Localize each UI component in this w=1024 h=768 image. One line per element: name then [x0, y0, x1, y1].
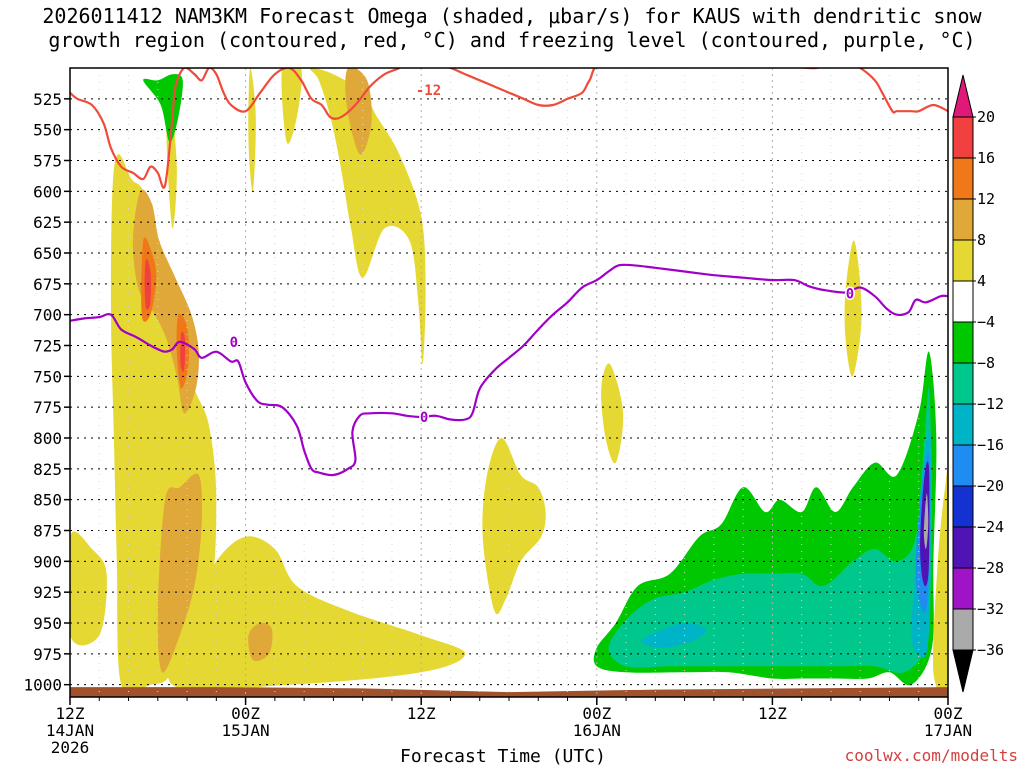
- x-tick-date: 17JAN: [924, 721, 972, 740]
- colorbar-label: −20: [977, 477, 1004, 495]
- y-tick-label: 975: [33, 645, 62, 664]
- colorbar-bin: [952, 526, 974, 569]
- colorbar-bin: [952, 280, 974, 323]
- colorbar-label: −8: [977, 354, 995, 372]
- colorbar-bin: [952, 239, 974, 282]
- y-tick-label: 600: [33, 182, 62, 201]
- contour-label: 0: [230, 335, 238, 351]
- colorbar-bin: [952, 198, 974, 241]
- y-tick-label: 675: [33, 275, 62, 294]
- y-tick-label: 850: [33, 491, 62, 510]
- colorbar-bin: [952, 485, 974, 528]
- colorbar-label: 8: [977, 231, 986, 249]
- omega-region: [923, 493, 929, 550]
- x-tick-label: 00Z: [231, 704, 260, 723]
- colorbar-bin: [952, 157, 974, 200]
- omega-region: [933, 470, 948, 696]
- watermark: coolwx.com/modelts: [844, 746, 1018, 765]
- colorbar-label: −24: [977, 518, 1004, 536]
- x-tick-label: 12Z: [56, 704, 85, 723]
- x-tick-label: 00Z: [934, 704, 963, 723]
- colorbar: 20 16 12 8 4 −4 −8 −12 −16 −20 −24 −28 −32 −36: [952, 74, 1004, 693]
- omega-region: [608, 387, 932, 673]
- omega-region: [167, 536, 466, 691]
- y-tick-label: 1000: [23, 676, 62, 695]
- y-tick-label: 700: [33, 306, 62, 325]
- x-tick-year: 2026: [51, 738, 90, 757]
- x-tick-date: 16JAN: [573, 721, 621, 740]
- colorbar-bin: [952, 444, 974, 487]
- chart-title: 2026011412 NAM3KM Forecast Omega (shaded…: [42, 4, 982, 52]
- colorbar-bottom-arrow: [952, 649, 974, 693]
- y-tick-label: 750: [33, 367, 62, 386]
- colorbar-bin: [952, 321, 974, 364]
- x-tick-date: 15JAN: [222, 721, 270, 740]
- y-tick-label: 950: [33, 614, 62, 633]
- x-axis-title: Forecast Time (UTC): [400, 746, 606, 767]
- y-tick-label: 625: [33, 213, 62, 232]
- y-axis: 525 550 575 600 625 650 675 700 725 750 775 800 825 8…: [23, 90, 70, 695]
- omega-region: [482, 438, 546, 615]
- y-tick-label: 875: [33, 522, 62, 541]
- y-tick-label: 825: [33, 460, 62, 479]
- x-tick-label: 00Z: [582, 704, 611, 723]
- colorbar-bin: [952, 567, 974, 610]
- colorbar-label: 4: [977, 272, 986, 290]
- y-tick-label: 775: [33, 398, 62, 417]
- terrain-band: [70, 687, 948, 697]
- contour-lines: [70, 68, 948, 477]
- colorbar-label: −32: [977, 600, 1004, 618]
- x-tick-date: 14JAN: [46, 721, 94, 740]
- x-tick-label: 12Z: [758, 704, 787, 723]
- colorbar-bin: [952, 608, 974, 651]
- colorbar-label: −28: [977, 559, 1004, 577]
- y-tick-label: 575: [33, 152, 62, 171]
- contour-label: 0: [420, 410, 428, 426]
- omega-region: [70, 531, 107, 646]
- colorbar-label: −12: [977, 395, 1004, 413]
- freezing-level-contour: [70, 263, 948, 477]
- colorbar-bin: [952, 403, 974, 446]
- omega-region: [248, 622, 273, 662]
- contour-labels: -12 0 0 0: [228, 82, 856, 428]
- colorbar-label: 20: [977, 108, 995, 126]
- colorbar-label: −36: [977, 641, 1004, 659]
- omega-region: [844, 240, 862, 377]
- dgz-contour: [70, 68, 948, 189]
- omega-region: [143, 74, 183, 143]
- y-tick-label: 550: [33, 121, 62, 140]
- contour-label: 0: [846, 287, 854, 303]
- colorbar-label: −16: [977, 436, 1004, 454]
- colorbar-label: 12: [977, 190, 995, 208]
- omega-region: [281, 68, 302, 144]
- y-tick-label: 725: [33, 337, 62, 356]
- colorbar-top-arrow: [952, 74, 974, 118]
- x-tick-label: 12Z: [407, 704, 436, 723]
- omega-region: [640, 623, 707, 648]
- colorbar-bin: [952, 362, 974, 405]
- y-tick-label: 525: [33, 90, 62, 109]
- colorbar-label: 16: [977, 149, 995, 167]
- omega-region: [309, 68, 426, 365]
- y-tick-label: 900: [33, 552, 62, 571]
- contour-label: -12: [416, 83, 441, 99]
- y-tick-label: 800: [33, 429, 62, 448]
- y-tick-label: 650: [33, 244, 62, 263]
- omega-shading: [70, 68, 948, 696]
- y-tick-label: 925: [33, 583, 62, 602]
- colorbar-bin: [952, 116, 974, 159]
- omega-region: [345, 68, 372, 155]
- omega-region: [180, 331, 186, 372]
- terrain-layer: [70, 687, 948, 697]
- colorbar-label: −4: [977, 313, 995, 331]
